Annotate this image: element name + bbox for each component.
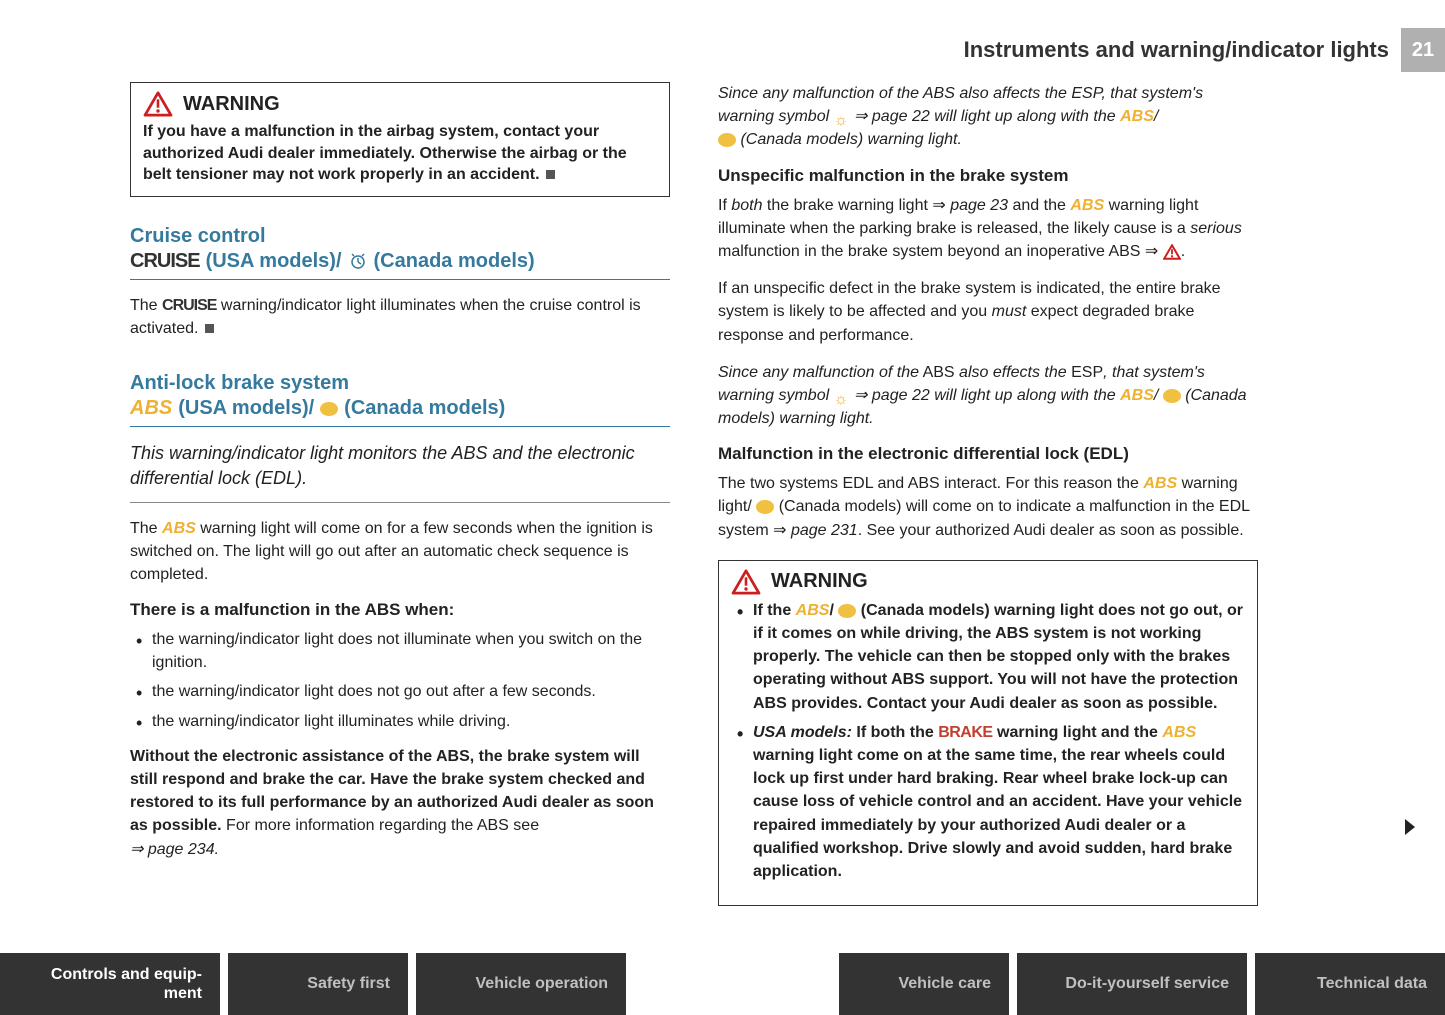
warning-title: WARNING <box>183 93 280 116</box>
cruise-title: Cruise control <box>130 225 670 248</box>
header-title: Instruments and warning/indicator lights <box>964 37 1389 63</box>
continue-arrow-icon <box>1405 819 1415 835</box>
list-item: the warning/indicator light does not ill… <box>130 628 670 674</box>
warning-bullet-list: If the ABS/ (Canada models) warning ligh… <box>731 599 1245 883</box>
canada-abs-icon <box>756 500 774 514</box>
footer-nav: Controls and equip- ment Safety first Ve… <box>0 953 1445 1015</box>
right-column: Since any malfunction of the ABS also af… <box>718 82 1258 934</box>
abs-inline: ABS <box>1162 724 1196 741</box>
list-item: USA models: If both the BRAKE warning li… <box>731 721 1245 883</box>
abs-inline: ABS <box>1070 197 1104 214</box>
page-ref: ⇒ page 234. <box>130 841 219 858</box>
esp-icon: ☼ <box>834 109 850 125</box>
warning-body: If you have a malfunction in the airbag … <box>143 121 657 186</box>
abs-can-label: (Canada models) <box>344 397 505 420</box>
canada-abs-icon <box>718 133 736 147</box>
esp-icon: ☼ <box>834 388 850 404</box>
list-item: the warning/indicator light does not go … <box>130 680 670 703</box>
warning-triangle-icon <box>731 569 761 595</box>
abs-title: Anti-lock brake system <box>130 372 670 395</box>
warning-triangle-inline-icon <box>1163 244 1181 260</box>
cruise-symbol-inline: CRUISE <box>162 297 216 314</box>
end-square-icon <box>205 324 214 333</box>
cruise-canada-icon <box>348 253 368 269</box>
abs-usa-label: (USA models)/ <box>178 397 314 420</box>
right-p5: The two systems EDL and ABS interact. Fo… <box>718 472 1258 542</box>
content-columns: WARNING If you have a malfunction in the… <box>0 82 1445 934</box>
cruise-body: The CRUISE warning/indicator light illum… <box>130 294 670 340</box>
warning-header: WARNING <box>143 91 657 117</box>
cruise-usa-label: (USA models)/ <box>206 250 342 273</box>
warning-box-airbag: WARNING If you have a malfunction in the… <box>130 82 670 197</box>
footer-tab-safety[interactable]: Safety first <box>228 953 408 1015</box>
abs-inline: ABS <box>1120 387 1154 404</box>
abs-symbol-inline: ABS <box>162 520 196 537</box>
footer-tab-tech[interactable]: Technical data <box>1255 953 1445 1015</box>
page-number-tab: 21 <box>1401 28 1445 72</box>
abs-p1: The ABS warning light will come on for a… <box>130 517 670 587</box>
abs-inline: ABS <box>1143 475 1177 492</box>
abs-inline: ABS <box>1120 108 1154 125</box>
right-h1: Unspecific malfunction in the brake syst… <box>718 166 1258 186</box>
page-header: Instruments and warning/indicator lights… <box>0 0 1445 82</box>
warning-header: WARNING <box>731 569 1245 595</box>
list-item: If the ABS/ (Canada models) warning ligh… <box>731 599 1245 715</box>
cruise-symbol: CRUISE <box>130 250 200 273</box>
abs-h1: There is a malfunction in the ABS when: <box>130 600 670 620</box>
right-p2: If both the brake warning light ⇒ page 2… <box>718 194 1258 264</box>
footer-tab-operation[interactable]: Vehicle operation <box>416 953 626 1015</box>
abs-subtitle: ABS (USA models)/ (Canada models) <box>130 397 670 427</box>
brake-symbol: BRAKE <box>938 724 992 741</box>
cruise-subtitle: CRUISE (USA models)/ (Canada models) <box>130 250 670 280</box>
left-column: WARNING If you have a malfunction in the… <box>130 82 670 934</box>
right-h2: Malfunction in the electronic differenti… <box>718 444 1258 464</box>
abs-lead: This warning/indicator light monitors th… <box>130 441 670 502</box>
right-p4: Since any malfunction of the ABS also ef… <box>718 361 1258 431</box>
right-p3: If an unspecific defect in the brake sys… <box>718 277 1258 347</box>
end-square-icon <box>546 170 555 179</box>
warning-triangle-icon <box>143 91 173 117</box>
canada-abs-icon <box>838 604 856 618</box>
footer-tab-controls[interactable]: Controls and equip- ment <box>0 953 220 1015</box>
abs-bullet-list: the warning/indicator light does not ill… <box>130 628 670 733</box>
warning-title: WARNING <box>771 570 868 593</box>
abs-symbol: ABS <box>130 397 172 420</box>
cruise-can-label: (Canada models) <box>374 250 535 273</box>
abs-p2: Without the electronic assistance of the… <box>130 745 670 861</box>
list-item: the warning/indicator light illuminates … <box>130 710 670 733</box>
footer-tab-care[interactable]: Vehicle care <box>839 953 1009 1015</box>
right-p1: Since any malfunction of the ABS also af… <box>718 82 1258 152</box>
footer-tab-diy[interactable]: Do-it-yourself service <box>1017 953 1247 1015</box>
abs-inline: ABS <box>796 602 830 619</box>
canada-abs-icon <box>1163 389 1181 403</box>
abs-canada-icon <box>320 402 338 416</box>
warning-box-abs: WARNING If the ABS/ (Canada models) warn… <box>718 560 1258 906</box>
